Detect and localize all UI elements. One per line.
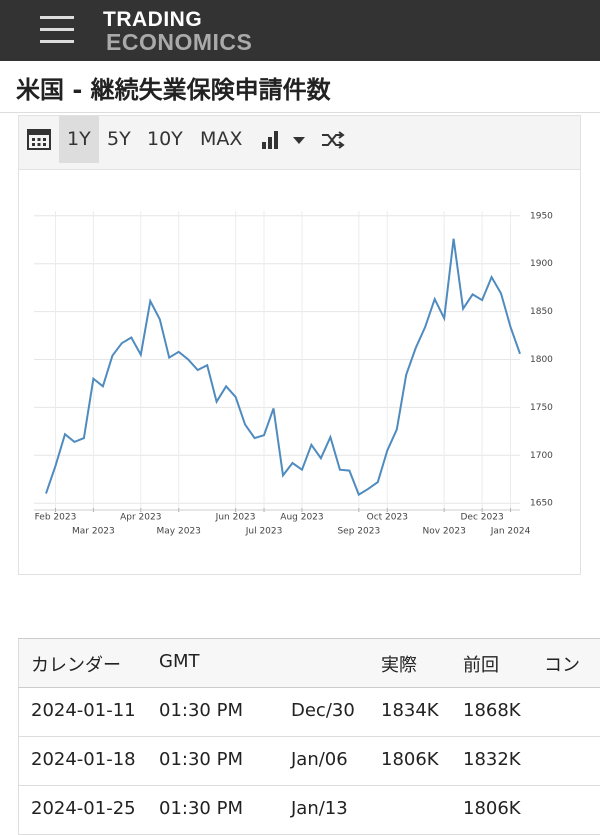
range-button[interactable]: 10Y bbox=[147, 128, 183, 150]
x-tick-label: Jun 2023 bbox=[215, 513, 256, 523]
y-tick-label: 1850 bbox=[530, 307, 553, 317]
range-button[interactable]: MAX bbox=[200, 128, 243, 150]
x-tick-label: Jan 2024 bbox=[490, 527, 531, 537]
table-cell: Dec/30 bbox=[291, 700, 355, 721]
y-tick-label: 1800 bbox=[530, 355, 553, 365]
table-cell: 1832K bbox=[463, 749, 521, 770]
x-tick-label: May 2023 bbox=[157, 527, 201, 537]
column-header: GMT bbox=[159, 651, 200, 672]
table-row: 2024-01-18 01:30 PM Jan/06 1806K 1832K bbox=[18, 737, 600, 786]
table-row: 2024-01-25 01:30 PM Jan/13 1806K bbox=[18, 786, 600, 835]
logo[interactable]: TRADING bbox=[103, 8, 203, 31]
table-cell: Jan/06 bbox=[291, 749, 348, 770]
y-tick-label: 1750 bbox=[530, 403, 553, 413]
line bbox=[45, 238, 521, 497]
x-tick-label: Nov 2023 bbox=[422, 527, 465, 537]
table-cell: 1834K bbox=[381, 700, 439, 721]
y-tick-label: 1650 bbox=[530, 499, 553, 509]
table-cell: 1868K bbox=[463, 700, 521, 721]
table-cell: 2024-01-18 bbox=[31, 749, 136, 770]
table-cell: 2024-01-25 bbox=[31, 798, 136, 819]
table-cell: 2024-01-11 bbox=[31, 700, 136, 721]
x-tick-label: Jul 2023 bbox=[245, 527, 283, 537]
chart: 1650 1700 1750 1800 1850 1900 1950 Feb 2023 Mar … bbox=[34, 211, 553, 537]
x-tick-label: Dec 2023 bbox=[460, 513, 503, 523]
table-cell: 1806K bbox=[381, 749, 439, 770]
x-tick-label: Apr 2023 bbox=[120, 513, 161, 523]
menu-button[interactable] bbox=[40, 16, 74, 52]
x-tick-label: Oct 2023 bbox=[367, 513, 408, 523]
table-cell: Jan/13 bbox=[291, 798, 348, 819]
selected-range bbox=[59, 116, 99, 163]
x-tick-label: Mar 2023 bbox=[72, 527, 115, 537]
toolbar: 1Y 5Y 10Y MAX bbox=[19, 116, 580, 170]
x-tick-label: Feb 2023 bbox=[35, 513, 77, 523]
range-button[interactable]: 1Y bbox=[67, 128, 91, 150]
x-tick-label: Sep 2023 bbox=[337, 527, 380, 537]
table-cell: 01:30 PM bbox=[159, 749, 243, 770]
y-tick-label: 1900 bbox=[530, 259, 553, 269]
column-header: カレンダー bbox=[31, 655, 121, 676]
column-header: 実際 bbox=[381, 655, 417, 676]
column-header: コン bbox=[544, 655, 580, 676]
chart-tools[interactable] bbox=[262, 128, 352, 152]
chart-panel: 1Y 5Y 10Y MAX 1650 1700 1750 1800 1850 1900 1950 F… bbox=[18, 115, 581, 575]
column-header: 前回 bbox=[463, 655, 499, 676]
table-row: 2024-01-11 01:30 PM Dec/30 1834K 1868K bbox=[18, 688, 600, 737]
page-title: 米国 - 継続失業保険申請件数 bbox=[16, 76, 331, 104]
calendar-table: カレンダー GMT 実際 前回 コン 2024-01-11 01:30 PM Dec/30 18… bbox=[18, 638, 600, 835]
y-tick-label: 1700 bbox=[530, 451, 553, 461]
table-cell: 01:30 PM bbox=[159, 700, 243, 721]
calendar-icon[interactable] bbox=[27, 128, 51, 150]
x-tick-label: Aug 2023 bbox=[280, 513, 323, 523]
y-tick-label: 1950 bbox=[530, 211, 553, 221]
logo[interactable]: ECONOMICS bbox=[106, 29, 253, 55]
table-cell: 1806K bbox=[463, 798, 521, 819]
range-button[interactable]: 5Y bbox=[107, 128, 131, 150]
divider bbox=[0, 112, 600, 113]
top-bar: TRADING ECONOMICS bbox=[0, 0, 600, 61]
table-cell: 01:30 PM bbox=[159, 798, 243, 819]
header-row: カレンダー GMT 実際 前回 コン bbox=[18, 639, 600, 688]
